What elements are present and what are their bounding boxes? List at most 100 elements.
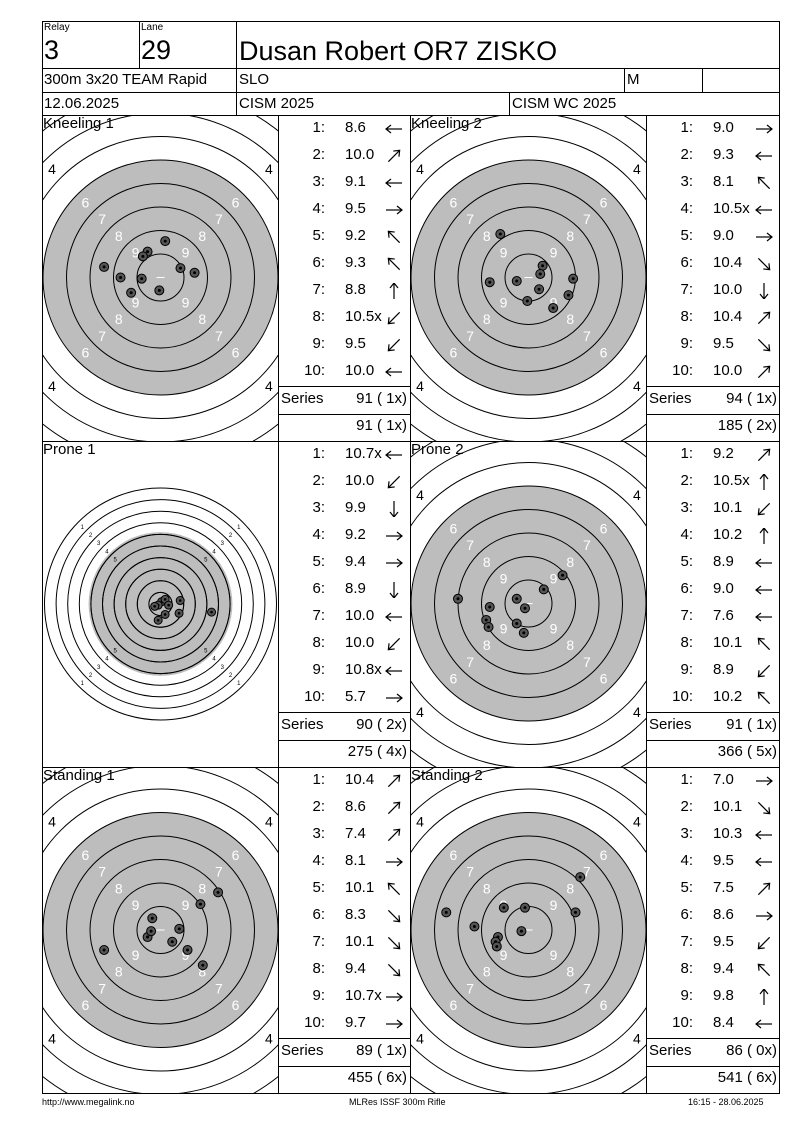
direction-arrow-icon	[387, 909, 401, 923]
shot-hole-center	[541, 264, 545, 268]
direction-arrow-icon	[756, 124, 773, 134]
shot-list: 1: 10.7x 2: 10.0 3: 9.9 4: 9.2 5: 9.4 6: 8.9 7: 10.0 8…	[279, 441, 410, 767]
shot-hole-center	[186, 948, 190, 952]
ring-number: 4	[416, 704, 424, 720]
shot-hole-center	[210, 610, 213, 614]
ring-number: 4	[265, 1030, 273, 1046]
shot-hole-center	[157, 288, 161, 292]
shot-number: 8:	[680, 634, 693, 651]
shot-number: 4:	[680, 852, 693, 869]
target-rings	[43, 768, 278, 1094]
ring-number: 5	[248, 1014, 256, 1030]
direction-arrow-icon	[757, 691, 771, 705]
shot-value: 10.1	[345, 933, 375, 950]
shot-hole-center	[495, 944, 499, 948]
ring-number: 8	[115, 964, 123, 980]
shot-row: 7: 10.1	[279, 928, 410, 955]
shot-number: 6:	[680, 580, 693, 597]
direction-arrow-icon	[389, 282, 399, 299]
shot-value: 10.0	[713, 281, 743, 298]
ring-number: 4	[48, 378, 56, 394]
direction-arrow-icon	[386, 531, 403, 541]
shot-row: 6: 10.4	[647, 249, 780, 276]
shot-row: 3: 10.3	[647, 820, 780, 847]
ring-number: 5	[204, 648, 208, 654]
target-rings	[411, 116, 646, 441]
ring-number: 6	[232, 345, 240, 361]
direction-arrow-icon	[757, 664, 771, 678]
shot-direction	[753, 607, 775, 634]
shot-number: 7:	[680, 933, 693, 950]
ring-number: 4	[265, 814, 273, 830]
shot-value: 9.2	[713, 445, 734, 462]
shot-direction	[753, 661, 775, 688]
shot-hole-center	[578, 875, 582, 879]
shot-value: 9.0	[713, 119, 734, 136]
ring-number: 4	[633, 161, 641, 177]
shot-value: 10.0	[345, 362, 375, 379]
shot-direction	[383, 688, 405, 715]
shot-value: 9.0	[713, 227, 734, 244]
shot-direction	[753, 281, 775, 308]
ring-line	[411, 788, 646, 1072]
series-title: Prone 1	[43, 442, 96, 458]
ring-number: 9	[182, 244, 190, 260]
shot-number: 1:	[312, 445, 325, 462]
shot-row: 2: 9.3	[647, 141, 780, 168]
shot-row: 5: 8.9	[647, 548, 780, 575]
shot-row: 10: 9.7	[279, 1009, 410, 1036]
shot-value: 10.1	[713, 798, 743, 815]
shot-row: 4: 9.5	[647, 847, 780, 874]
ring-number: 8	[566, 880, 574, 896]
ring-number: 9	[132, 897, 140, 913]
date: 12.06.2025	[44, 95, 120, 112]
shot-row: 3: 9.1	[279, 168, 410, 195]
total-divider	[279, 1066, 410, 1067]
direction-arrow-icon	[386, 558, 403, 568]
footer-url[interactable]: http://www.megalink.no	[42, 1097, 135, 1107]
shot-direction	[753, 879, 775, 906]
target-rings	[411, 442, 646, 767]
shot-value: 9.3	[345, 254, 366, 271]
shot-hole-center	[551, 306, 555, 310]
ring-number: 8	[483, 964, 491, 980]
shot-row: 7: 10.0	[279, 602, 410, 629]
shot-hole-center	[149, 929, 153, 933]
ring-number: 4	[48, 814, 56, 830]
shot-direction	[383, 852, 405, 879]
shot-row: 6: 8.3	[279, 901, 410, 928]
shot-value: 9.5	[345, 200, 366, 217]
shot-hole-center	[153, 605, 156, 608]
direction-arrow-icon	[385, 450, 402, 460]
shot-direction	[753, 173, 775, 200]
shot-number: 10:	[672, 362, 693, 379]
ring-number: 9	[132, 947, 140, 963]
ring-number: 8	[566, 311, 574, 327]
ring-number: 5	[433, 1014, 441, 1030]
shot-row: 1: 7.0	[647, 766, 780, 793]
ring-number: 9	[132, 244, 140, 260]
shot-hole-center	[163, 598, 167, 601]
shot-number: 3:	[680, 825, 693, 842]
shot-direction	[383, 987, 405, 1014]
total-divider	[647, 740, 780, 741]
shot-direction	[383, 526, 405, 553]
shot-number: 6:	[312, 580, 325, 597]
ring-line	[434, 509, 623, 698]
direction-arrow-icon	[386, 857, 403, 867]
shot-number: 8:	[680, 960, 693, 977]
ring-number: 9	[550, 621, 558, 637]
shot-list: 1: 10.4 2: 8.6 3: 7.4 4: 8.1 5: 10.1 6: 8.3 7: 10.1 8:…	[279, 767, 410, 1094]
shot-number: 6:	[312, 906, 325, 923]
target-image: 1 11 12 22 23 33 34 44 45 55 5	[44, 487, 277, 721]
ring-number: 6	[450, 345, 458, 361]
shot-number: 10:	[304, 688, 325, 705]
ring-number: 2	[229, 673, 233, 679]
running-total: 91 ( 1x)	[356, 417, 407, 434]
total-divider	[647, 1066, 780, 1067]
ring-number: 9	[500, 570, 508, 586]
footer-timestamp: 16:15 - 28.06.2025	[688, 1097, 764, 1107]
shot-number: 3:	[312, 173, 325, 190]
ring-number: 4	[416, 814, 424, 830]
direction-arrow-icon	[756, 911, 773, 921]
